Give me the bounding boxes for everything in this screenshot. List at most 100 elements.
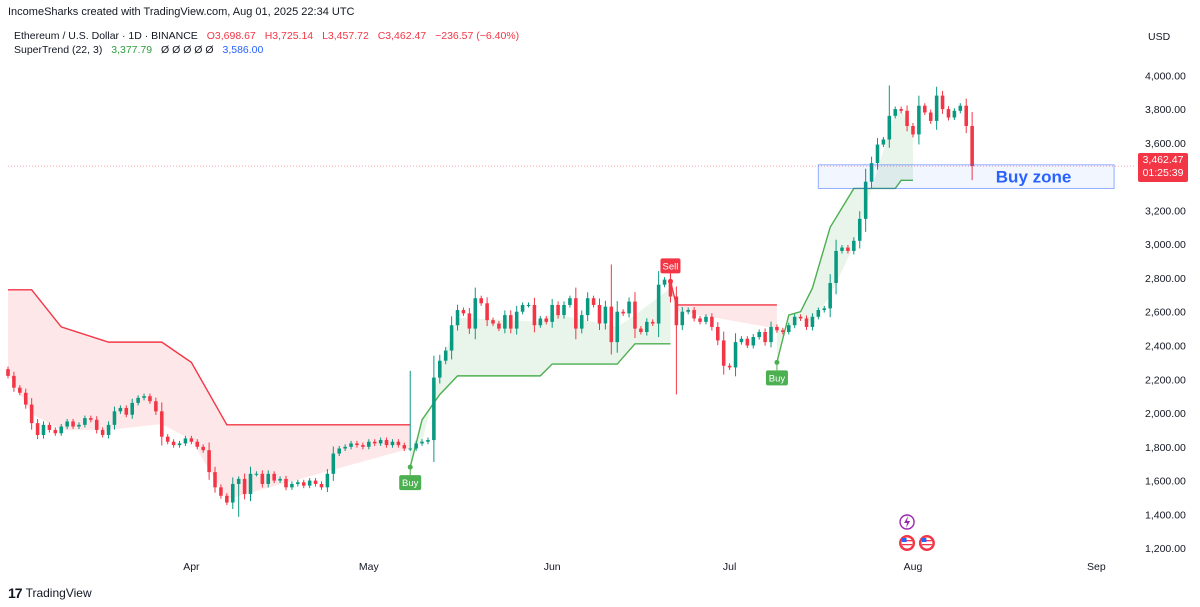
candle-body bbox=[911, 125, 915, 135]
candle-body bbox=[568, 298, 572, 305]
candle-body bbox=[887, 115, 892, 140]
candle-body bbox=[142, 396, 146, 398]
y-tick-label: 2,000.00 bbox=[1145, 408, 1186, 420]
candle-body bbox=[857, 218, 862, 241]
candle-body bbox=[325, 473, 330, 488]
candle-body bbox=[177, 443, 182, 446]
candle-body bbox=[633, 301, 637, 329]
candle-body bbox=[514, 311, 519, 329]
candle-body bbox=[390, 441, 395, 446]
candle-body bbox=[520, 304, 525, 312]
candle-body bbox=[260, 473, 265, 484]
candle-body bbox=[183, 438, 188, 444]
candle-body bbox=[165, 436, 170, 442]
candle-body bbox=[775, 326, 779, 331]
indicator-legend-row[interactable]: SuperTrend (22, 3) 3,377.79 Ø Ø Ø Ø Ø 3,… bbox=[14, 43, 519, 57]
candle-body bbox=[12, 375, 16, 388]
candle-body bbox=[396, 441, 401, 446]
candle-body bbox=[934, 95, 939, 121]
x-tick-label: Sep bbox=[1087, 561, 1106, 573]
buy-signal: Buy bbox=[399, 464, 422, 491]
candle-body bbox=[337, 448, 342, 454]
supertrend-up-line bbox=[776, 179, 913, 363]
candle-body bbox=[645, 321, 649, 332]
candle-body bbox=[739, 338, 744, 343]
change-value: −236.57 (−6.40%) bbox=[435, 30, 520, 42]
candle-body bbox=[443, 350, 448, 361]
candle-body bbox=[751, 337, 756, 346]
candle-body bbox=[361, 445, 365, 447]
candle-body bbox=[822, 308, 827, 311]
candle-body bbox=[254, 473, 259, 475]
candle-body bbox=[29, 404, 34, 424]
sell-signal: Sell bbox=[660, 258, 681, 284]
candle-body bbox=[798, 316, 803, 319]
candle-body bbox=[461, 310, 466, 314]
candle-body bbox=[225, 495, 229, 503]
y-tick-label: 1,200.00 bbox=[1145, 543, 1186, 555]
candle-body bbox=[615, 311, 620, 343]
tradingview-logo[interactable]: 17 TradingView bbox=[8, 585, 92, 601]
candle-body bbox=[550, 304, 554, 322]
candle-body bbox=[964, 105, 968, 126]
candle-body bbox=[562, 304, 566, 316]
candle-body bbox=[100, 429, 105, 435]
last-price-tag: 3,462.47 01:25:39 bbox=[1138, 153, 1188, 182]
candle-body bbox=[355, 443, 359, 446]
candle-body bbox=[875, 144, 880, 164]
chart-legend: Ethereum / U.S. Dollar · 1D · BINANCE O3… bbox=[14, 29, 519, 57]
candle-body bbox=[195, 441, 200, 447]
candle-body bbox=[296, 482, 300, 484]
candle-body bbox=[940, 95, 945, 110]
candle-body bbox=[160, 411, 164, 437]
event-lightning-icon bbox=[899, 514, 915, 530]
supertrend-up-fill bbox=[776, 109, 913, 363]
candle-body bbox=[958, 105, 963, 111]
indicator-empty-values: Ø Ø Ø Ø Ø bbox=[161, 44, 214, 56]
candle-body bbox=[301, 482, 306, 486]
y-tick-label: 3,800.00 bbox=[1145, 104, 1186, 116]
candle-body bbox=[426, 440, 430, 442]
candle-body bbox=[928, 112, 933, 121]
candle-body bbox=[585, 298, 590, 316]
x-tick-label: Jul bbox=[723, 561, 736, 573]
supertrend-up-line bbox=[409, 343, 671, 468]
candle-body bbox=[89, 418, 93, 420]
candle-body bbox=[343, 446, 347, 449]
candle-body bbox=[438, 360, 442, 378]
candle-body bbox=[810, 316, 815, 327]
currency-label[interactable]: USD bbox=[1148, 31, 1171, 43]
candle-body bbox=[869, 163, 874, 182]
candle-body bbox=[899, 109, 903, 111]
candle-body bbox=[804, 318, 809, 327]
candle-body bbox=[136, 397, 140, 403]
close-value: C3,462.47 bbox=[377, 30, 427, 42]
candle-body bbox=[769, 326, 773, 343]
candle-body bbox=[266, 473, 271, 484]
candle-body bbox=[6, 369, 10, 376]
candle-body bbox=[668, 279, 673, 297]
candle-body bbox=[319, 483, 324, 488]
candle-body bbox=[692, 310, 696, 319]
candle-body bbox=[686, 310, 690, 312]
candle-body bbox=[721, 340, 726, 366]
candle-body bbox=[526, 304, 531, 306]
candle-body bbox=[467, 313, 472, 329]
candle-body bbox=[479, 298, 483, 304]
candle-body bbox=[77, 424, 81, 427]
candle-body bbox=[662, 279, 667, 285]
candle-body bbox=[213, 472, 217, 488]
candle-body bbox=[574, 298, 578, 329]
y-tick-label: 2,200.00 bbox=[1145, 374, 1186, 386]
last-price-value: 3,462.47 bbox=[1142, 154, 1184, 166]
candle-body bbox=[491, 320, 495, 324]
y-tick-label: 1,600.00 bbox=[1145, 476, 1186, 488]
high-value: H3,725.14 bbox=[264, 30, 314, 42]
us-flag-event-icon bbox=[899, 535, 916, 551]
candle-body bbox=[349, 443, 353, 447]
candle-body bbox=[372, 441, 377, 444]
candle-body bbox=[508, 315, 513, 329]
symbol-legend-row[interactable]: Ethereum / U.S. Dollar · 1D · BINANCE O3… bbox=[14, 29, 519, 43]
signal-box bbox=[399, 475, 422, 491]
